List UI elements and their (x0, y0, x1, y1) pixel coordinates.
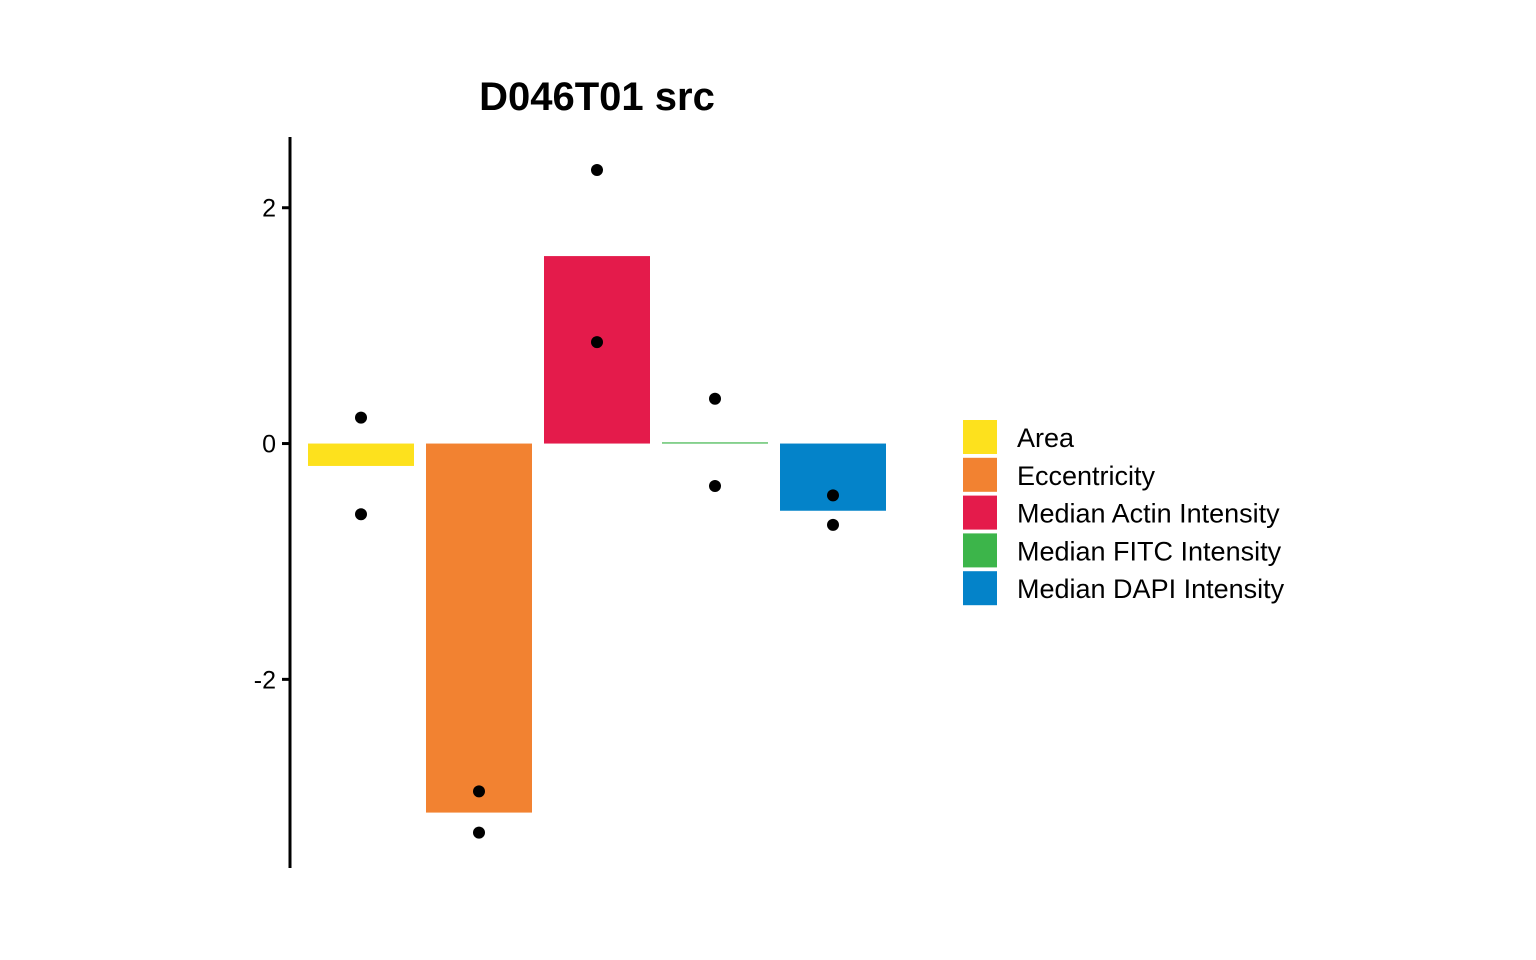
y-tick-label: -2 (254, 666, 276, 694)
bar (544, 256, 650, 444)
bar (662, 442, 768, 444)
legend: Area Eccentricity Median Actin Intensity Me… (963, 420, 1285, 606)
legend-key (963, 571, 997, 606)
data-point (591, 336, 603, 349)
data-point (355, 508, 367, 521)
bar (308, 443, 414, 466)
y-axis: 2 0 -2 (254, 137, 292, 868)
data-point (355, 411, 367, 424)
y-tick-label: 2 (262, 195, 276, 223)
legend-key (963, 420, 997, 454)
data-point (473, 826, 485, 839)
plot-area (308, 164, 886, 839)
legend-key (963, 533, 997, 568)
legend-label: Median Actin Intensity (1017, 499, 1280, 529)
chart-title: D046T01 src (479, 75, 715, 119)
data-point (827, 518, 839, 531)
data-point (709, 392, 721, 405)
data-point (591, 164, 603, 177)
legend-key (963, 457, 997, 492)
legend-label: Median DAPI Intensity (1017, 574, 1285, 604)
legend-key (963, 495, 997, 530)
legend-label: Area (1017, 423, 1075, 453)
data-point (827, 489, 839, 502)
legend-label: Eccentricity (1017, 461, 1156, 491)
legend-label: Median FITC Intensity (1017, 536, 1282, 566)
data-point (709, 479, 721, 492)
data-point (473, 785, 485, 798)
bar (426, 443, 532, 813)
y-tick-label: 0 (262, 431, 276, 459)
